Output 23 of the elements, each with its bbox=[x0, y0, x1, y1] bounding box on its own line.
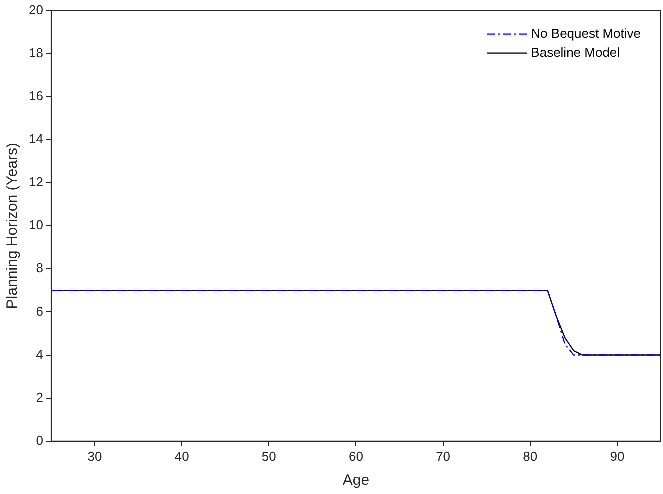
legend-label: No Bequest Motive bbox=[531, 26, 642, 41]
y-tick-label: 12 bbox=[28, 174, 44, 190]
y-tick-label: 10 bbox=[28, 218, 44, 233]
x-tick-label: 90 bbox=[610, 448, 625, 464]
y-tick-label: 2 bbox=[36, 390, 44, 405]
x-tick-label: 40 bbox=[174, 448, 190, 464]
y-tick-label: 14 bbox=[28, 132, 44, 147]
x-tick-label: 60 bbox=[348, 448, 364, 464]
y-tick-label: 20 bbox=[28, 2, 44, 18]
y-tick-label: 8 bbox=[36, 260, 44, 276]
legend-label: Baseline Model bbox=[531, 44, 620, 60]
x-tick-label: 80 bbox=[523, 448, 538, 464]
x-axis-title: Age bbox=[342, 472, 370, 490]
x-tick-label: 30 bbox=[88, 448, 102, 464]
x-tick-label: 70 bbox=[436, 448, 451, 464]
y-tick-label: 6 bbox=[36, 304, 44, 319]
y-axis-title: Planning Horizon (Years) bbox=[4, 142, 22, 310]
y-tick-label: 4 bbox=[36, 346, 44, 362]
line-series bbox=[51, 290, 661, 356]
y-tick-label: 18 bbox=[28, 45, 44, 60]
y-tick-label: 0 bbox=[36, 432, 44, 448]
y-tick-label: 16 bbox=[28, 88, 44, 104]
x-tick-label: 50 bbox=[262, 448, 276, 464]
